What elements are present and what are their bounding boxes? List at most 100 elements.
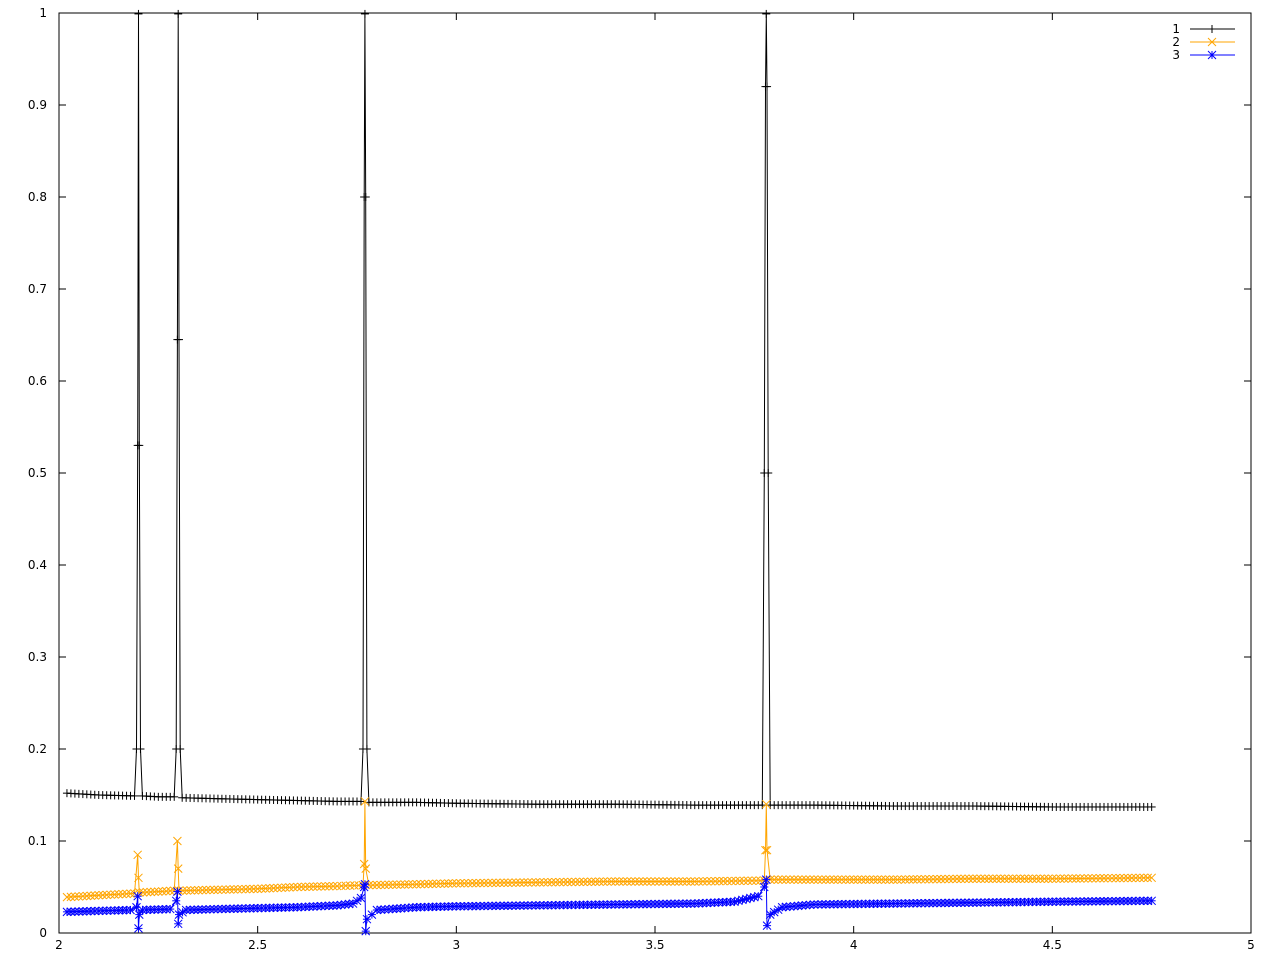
legend-item-2: 2: [1172, 35, 1235, 49]
marker-stroke: [237, 884, 247, 894]
point: [380, 880, 390, 890]
marker-stroke: [817, 875, 827, 884]
legend-label: 3: [1172, 48, 1180, 62]
point: [547, 877, 557, 887]
point: [789, 875, 799, 884]
marker-stroke: [928, 874, 938, 884]
marker-stroke: [1103, 873, 1113, 883]
point: [936, 874, 946, 884]
marker-stroke: [146, 887, 156, 897]
marker-stroke: [361, 864, 371, 873]
point: [912, 875, 922, 884]
marker-stroke: [527, 878, 537, 887]
point: [400, 880, 410, 889]
marker-stroke: [261, 884, 270, 893]
marker-stroke: [980, 874, 990, 884]
point: [1115, 873, 1125, 883]
point: [743, 876, 753, 886]
point: [249, 884, 259, 894]
marker-stroke: [674, 877, 684, 886]
point: [332, 881, 342, 891]
x-tick-label: 3: [453, 938, 461, 952]
point: [361, 926, 371, 936]
point: [428, 879, 437, 889]
point: [337, 881, 346, 891]
marker-stroke: [153, 887, 163, 896]
marker-stroke: [463, 878, 473, 888]
point: [233, 884, 243, 894]
point: [769, 875, 779, 884]
marker-stroke: [837, 875, 847, 884]
marker-stroke: [304, 882, 314, 892]
x-tick-label: 2: [55, 938, 63, 952]
marker-stroke: [432, 879, 441, 889]
marker-stroke: [142, 887, 152, 897]
marker-stroke: [731, 876, 740, 886]
marker-stroke: [1059, 874, 1069, 883]
point: [360, 879, 370, 889]
legend-label: 2: [1172, 35, 1180, 49]
marker-stroke: [133, 850, 143, 860]
point: [658, 877, 668, 886]
point: [896, 875, 906, 884]
point: [932, 874, 942, 884]
point: [499, 878, 509, 888]
marker-stroke: [312, 882, 322, 891]
marker-stroke: [789, 875, 799, 884]
marker-stroke: [531, 878, 541, 887]
point: [165, 886, 175, 896]
point: [356, 893, 366, 903]
point: [763, 82, 772, 91]
marker-stroke: [332, 881, 342, 891]
marker-stroke: [161, 886, 171, 896]
marker-stroke: [857, 875, 866, 884]
point: [361, 193, 370, 201]
marker-stroke: [1131, 873, 1141, 883]
point: [134, 910, 144, 919]
marker-stroke: [543, 877, 553, 887]
marker-stroke: [519, 878, 529, 887]
point: [825, 875, 835, 884]
point: [727, 876, 736, 886]
point: [487, 878, 497, 888]
marker-stroke: [471, 878, 481, 888]
point: [1055, 874, 1065, 883]
marker-stroke: [475, 878, 485, 888]
marker-stroke: [245, 884, 255, 894]
marker-stroke: [841, 875, 851, 884]
marker-stroke: [610, 877, 620, 886]
marker-stroke: [451, 878, 461, 888]
point: [1099, 873, 1109, 883]
point: [873, 875, 882, 884]
point: [602, 877, 612, 886]
marker-stroke: [1079, 874, 1089, 883]
marker-stroke: [171, 896, 181, 906]
marker-stroke: [678, 877, 688, 886]
y-tick-label: 0: [39, 926, 47, 940]
marker-stroke: [1095, 873, 1105, 883]
point: [551, 877, 561, 887]
point: [70, 892, 80, 902]
marker-stroke: [173, 919, 183, 929]
marker-stroke: [408, 879, 417, 889]
marker-stroke: [714, 876, 724, 886]
marker-stroke: [984, 874, 994, 884]
point: [567, 877, 576, 887]
point: [503, 878, 513, 888]
point: [205, 885, 215, 895]
marker-stroke: [1135, 873, 1145, 883]
point: [1008, 874, 1017, 884]
y-tick-label: 0.2: [28, 742, 47, 756]
point: [1135, 873, 1145, 883]
point: [479, 878, 489, 888]
marker-stroke: [78, 891, 88, 901]
point: [622, 877, 632, 886]
point: [360, 797, 370, 806]
marker-stroke: [173, 836, 182, 846]
marker-stroke: [229, 885, 239, 894]
point: [424, 879, 433, 889]
point: [130, 791, 139, 800]
point: [225, 885, 235, 894]
marker-stroke: [797, 875, 807, 884]
point: [261, 884, 270, 893]
